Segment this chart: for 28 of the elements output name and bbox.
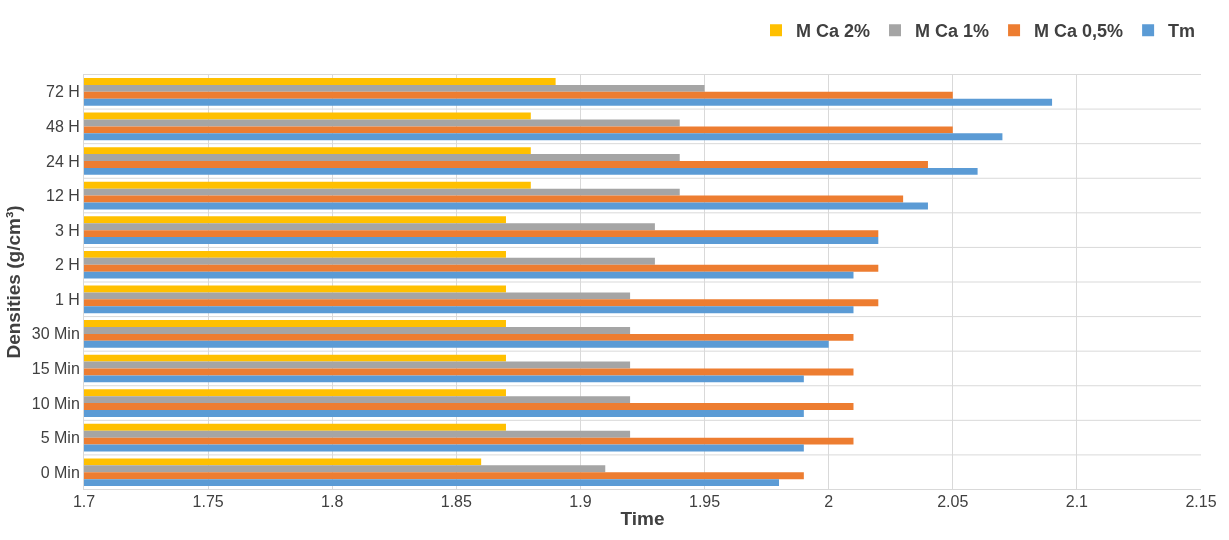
y-tick-label: 72 H	[46, 83, 80, 101]
y-tick-label: 24 H	[46, 152, 80, 170]
x-tick-label: 1.9	[569, 493, 592, 510]
x-tick-label: 1.8	[321, 493, 344, 510]
x-axis-title: Time	[620, 507, 665, 529]
y-tick-label: 12 H	[46, 187, 80, 205]
y-tick-label: 15 Min	[31, 360, 80, 378]
legend-label: Tm	[1168, 21, 1196, 42]
x-tick-label: 2	[824, 493, 834, 510]
legend-label: M Ca 0,5%	[1034, 21, 1124, 42]
y-tick-label: 10 Min	[31, 394, 80, 412]
x-tick-label: 2.15	[1185, 493, 1217, 510]
legend-label: M Ca 1%	[915, 21, 990, 42]
y-tick-label: 2 H	[54, 256, 80, 274]
x-tick-label: 1.95	[688, 493, 721, 510]
x-tick-label: 2.05	[937, 493, 969, 510]
x-tick-label: 1.75	[192, 493, 224, 510]
y-tick-label: 48 H	[46, 117, 80, 135]
y-tick-label: 5 Min	[40, 429, 80, 447]
y-tick-label: 3 H	[54, 221, 80, 239]
x-tick-label: 2.1	[1065, 493, 1089, 510]
y-tick-label: 0 Min	[40, 463, 80, 481]
y-tick-label: 30 Min	[31, 325, 80, 343]
legend-label: M Ca 2%	[796, 21, 871, 42]
x-tick-label: 1.7	[72, 493, 96, 510]
y-axis-title: Densities (g/cm³)	[2, 205, 24, 359]
x-tick-label: 1.85	[440, 493, 472, 510]
y-tick-label: 1 H	[54, 290, 80, 308]
